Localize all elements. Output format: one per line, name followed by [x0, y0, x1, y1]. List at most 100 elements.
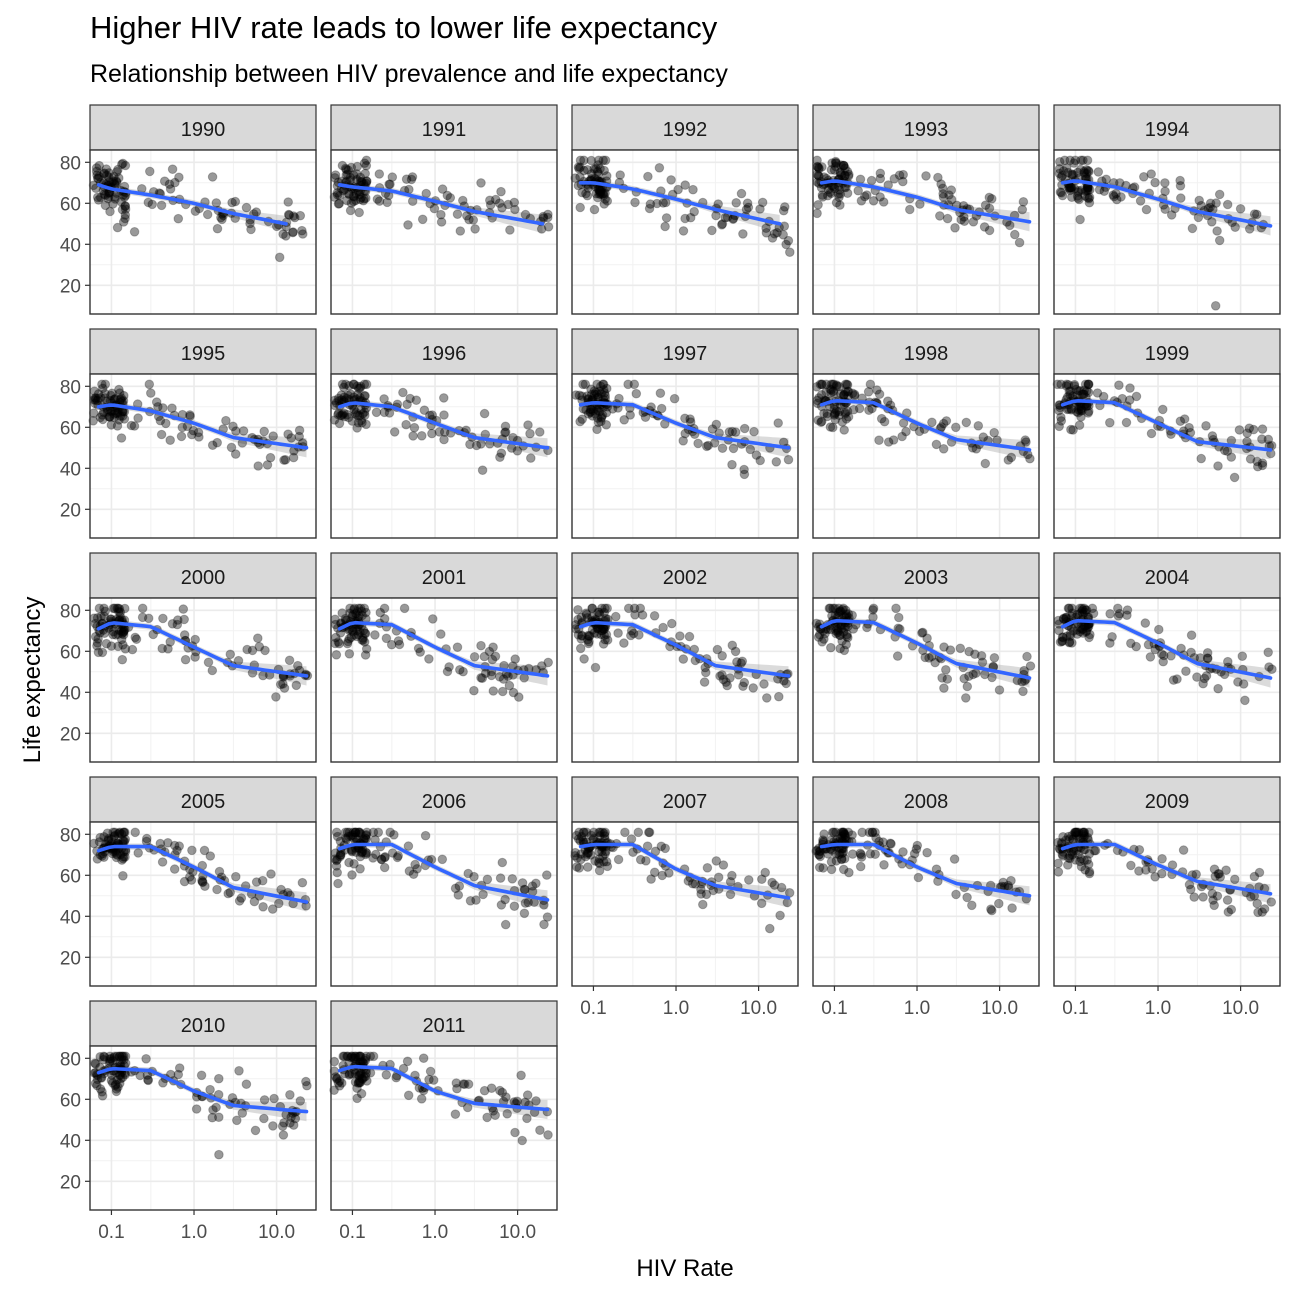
scatter-point	[1064, 834, 1075, 844]
scatter-point	[278, 229, 288, 239]
x-tick-label: 1.0	[904, 998, 930, 1019]
scatter-point	[355, 172, 366, 183]
scatter-point	[372, 194, 383, 204]
scatter-point	[693, 438, 703, 449]
scatter-point	[658, 622, 668, 633]
scatter-point	[956, 214, 967, 225]
scatter-point	[739, 469, 750, 480]
scatter-point	[494, 198, 505, 208]
scatter-point	[126, 420, 137, 431]
scatter-point	[848, 624, 859, 634]
scatter-point	[187, 845, 197, 856]
scatter-point	[1131, 391, 1142, 402]
facet-strip-label: 2000	[181, 567, 226, 589]
scatter-point	[95, 832, 105, 843]
scatter-point	[968, 217, 979, 227]
scatter-point	[1022, 651, 1032, 662]
scatter-point	[420, 830, 431, 841]
scatter-point	[470, 224, 480, 234]
scatter-point	[92, 854, 103, 864]
scatter-point	[295, 1096, 306, 1106]
scatter-point	[839, 425, 850, 435]
scatter-point	[1154, 624, 1164, 635]
scatter-point	[488, 1106, 499, 1116]
scatter-point	[629, 379, 640, 390]
scatter-point	[335, 410, 346, 421]
scatter-point	[144, 379, 155, 390]
scatter-point	[174, 172, 184, 183]
scatter-point	[772, 227, 782, 238]
scatter-point	[736, 658, 746, 669]
scatter-point	[1184, 879, 1195, 890]
scatter-point	[599, 199, 610, 209]
scatter-point	[156, 200, 167, 211]
scatter-point	[205, 851, 216, 861]
scatter-point	[979, 222, 990, 232]
scatter-point	[1074, 420, 1085, 431]
scatter-point	[1126, 860, 1136, 871]
scatter-point	[398, 387, 408, 398]
scatter-point	[1175, 181, 1186, 191]
scatter-point	[439, 393, 449, 403]
x-tick-label: 0.1	[1062, 998, 1088, 1019]
x-axis-title: HIV Rate	[636, 1255, 733, 1282]
scatter-point	[100, 393, 110, 403]
scatter-point	[120, 204, 131, 214]
scatter-point	[827, 158, 837, 168]
scatter-point	[512, 446, 523, 456]
scatter-point	[785, 247, 795, 257]
scatter-point	[625, 410, 636, 420]
scatter-point	[939, 642, 949, 652]
y-tick-label: 40	[60, 907, 81, 928]
scatter-point	[99, 168, 110, 178]
scatter-point	[661, 213, 672, 223]
scatter-points	[329, 155, 554, 236]
scatter-point	[265, 452, 276, 463]
scatter-point	[259, 1095, 270, 1105]
scatter-point	[984, 192, 995, 203]
scatter-point	[334, 198, 345, 209]
scatter-point	[169, 864, 180, 874]
scatter-point	[814, 862, 825, 873]
scatter-point	[416, 1094, 427, 1104]
scatter-point	[116, 433, 127, 443]
scatter-point	[110, 192, 120, 202]
scatter-point	[445, 193, 456, 203]
scatter-point	[246, 224, 256, 235]
scatter-point	[976, 651, 987, 661]
scatter-point	[212, 884, 222, 895]
scatter-point	[1212, 226, 1222, 236]
scatter-point	[946, 185, 957, 195]
scatter-point	[575, 416, 585, 427]
scatter-point	[357, 417, 367, 428]
scatter-point	[417, 214, 428, 225]
scatter-point	[1257, 434, 1267, 444]
scatter-point	[1237, 651, 1248, 662]
scatter-point	[365, 1068, 376, 1078]
scatter-point	[1056, 188, 1067, 198]
scatter-point	[370, 630, 380, 640]
scatter-point	[464, 214, 474, 225]
scatter-point	[421, 188, 432, 199]
scatter-point	[1222, 199, 1233, 210]
scatter-point	[137, 603, 148, 614]
scatter-point	[120, 213, 130, 224]
scatter-point	[1126, 638, 1136, 649]
scatter-point	[104, 177, 115, 187]
scatter-point	[539, 919, 549, 930]
scatter-point	[595, 185, 605, 195]
scatter-point	[444, 662, 454, 672]
scatter-point	[905, 204, 915, 215]
scatter-point	[655, 388, 666, 399]
scatter-point	[780, 202, 790, 212]
scatter-point	[354, 207, 365, 218]
scatter-point	[345, 175, 356, 186]
scatter-point	[961, 693, 971, 703]
scatter-point	[102, 170, 112, 181]
scatter-point	[107, 848, 117, 859]
scatter-point	[1222, 895, 1233, 905]
scatter-point	[1076, 412, 1086, 422]
scatter-point	[111, 1086, 122, 1097]
scatter-point	[508, 432, 518, 443]
scatter-point	[602, 383, 612, 394]
